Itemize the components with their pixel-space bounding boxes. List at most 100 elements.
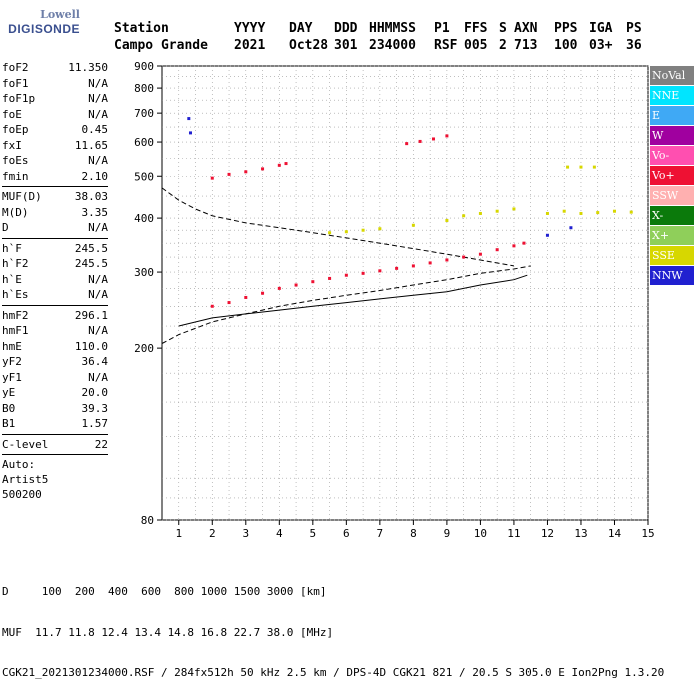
header-label-7: S (499, 21, 507, 36)
logo-line1: Lowell (40, 8, 80, 21)
header-label-1: YYYY (234, 21, 266, 36)
autoscaling-line: 500200 (2, 488, 42, 501)
param-value: 11.65 (74, 138, 108, 152)
echo-point (566, 165, 570, 169)
profile-line-1 (161, 265, 531, 344)
header-label-10: IGA (589, 21, 613, 36)
footer-file-info: CGK21_2021301234000.RSF / 284fx512h 50 k… (2, 666, 665, 679)
param-value: 110.0 (74, 339, 108, 353)
param-value: N/A (88, 370, 108, 384)
param-key: yF1 (2, 370, 22, 384)
autoscaling-line: Artist5 (2, 473, 49, 486)
profile-line-0 (161, 187, 514, 267)
header-label-0: Station (114, 21, 169, 36)
param-clevel: C-level 22 (2, 437, 108, 453)
echo-point (418, 139, 422, 143)
param-foep: foEp 0.45 (2, 122, 108, 138)
param-value: N/A (88, 288, 108, 301)
echo-point (428, 261, 432, 265)
digisonde-logo: Lowell DIGISONDE (8, 8, 80, 42)
scaled-parameters-panel: foF2 11.350 foF1 N/A foF1p N/A foE N/A foEp 0.45 f… (2, 60, 108, 502)
param-key: foEp (2, 123, 29, 136)
param-key: B0 (2, 401, 16, 415)
polarization-legend: NoVal NNE E W Vo- Vo+ SSW X- X+ SSE NNW (650, 66, 694, 286)
param-value: 296.1 (74, 308, 108, 322)
echo-point (344, 230, 348, 234)
echo-point (445, 218, 449, 222)
header-value-11: 36 (626, 38, 642, 53)
echo-point (277, 286, 281, 290)
legend-xplus: X+ (650, 226, 694, 245)
param-key: yE (2, 386, 16, 399)
param-key: hmE (2, 339, 22, 353)
profile-line-2 (178, 274, 528, 327)
param-value: 38.03 (74, 190, 108, 203)
param-key: C-level (2, 437, 49, 451)
legend-ssw: SSW (650, 186, 694, 205)
param-value: 39.3 (81, 401, 109, 415)
param-hmf2: hmF2 296.1 (2, 308, 108, 324)
header-label-4: HHMMSS (369, 21, 416, 36)
x-tick-label: 4 (276, 527, 283, 540)
header-value-4: 234000 (369, 38, 416, 53)
param-fmin: fmin 2.10 (2, 169, 108, 185)
header-value-1: 2021 (234, 38, 266, 53)
legend-xminus: X- (650, 206, 694, 225)
echo-point (579, 211, 583, 215)
echo-point (187, 117, 191, 121)
header-label-3: DDD (334, 21, 358, 36)
legend-noval: NoVal (650, 66, 694, 85)
param-key: h`E (2, 272, 22, 286)
autoscaling-line: Auto: (2, 458, 36, 471)
param-fof1: foF1 N/A (2, 76, 108, 92)
echo-point (344, 273, 348, 277)
param-hmf1: hmF1 N/A (2, 323, 108, 339)
echo-point (522, 241, 526, 245)
param-value: 22 (94, 437, 108, 451)
param-key: foE (2, 107, 22, 121)
echo-point (405, 142, 409, 146)
echo-point (378, 227, 382, 231)
param-yf2: yF2 36.4 (2, 354, 108, 370)
echo-point (431, 137, 435, 141)
param-value: 245.5 (74, 241, 108, 255)
y-tick-label: 500 (134, 170, 154, 183)
param-value: 1.57 (81, 417, 109, 430)
param-md: M(D) 3.35 (2, 205, 108, 221)
legend-nnw: NNW (650, 266, 694, 285)
param-b1: B1 1.57 (2, 416, 108, 432)
echo-point (328, 276, 332, 280)
header-value-9: 100 (554, 38, 578, 53)
legend-sse: SSE (650, 246, 694, 265)
footer-muf-row: MUF 11.7 11.8 12.4 13.4 14.8 16.8 22.7 3… (2, 625, 334, 639)
y-tick-label: 200 (134, 342, 154, 355)
param-hf: h`F 245.5 (2, 241, 108, 257)
x-tick-label: 7 (377, 527, 384, 540)
echo-point (328, 231, 332, 235)
header-value-3: 301 (334, 38, 358, 53)
param-value: N/A (88, 221, 108, 234)
param-d: D N/A (2, 220, 108, 236)
echo-point (361, 271, 365, 275)
echo-point (612, 209, 616, 213)
param-value: N/A (88, 76, 108, 90)
param-hme: hmE 110.0 (2, 339, 108, 355)
separator-line (2, 237, 108, 239)
x-tick-label: 11 (507, 527, 520, 540)
param-ye: yE 20.0 (2, 385, 108, 401)
x-tick-label: 9 (444, 527, 451, 540)
echo-point (284, 162, 288, 166)
echo-point (294, 283, 298, 287)
echo-point (411, 264, 415, 268)
param-b0: B0 39.3 (2, 401, 108, 417)
param-key: fxI (2, 138, 22, 152)
param-key: h`F (2, 241, 22, 255)
echo-point (596, 211, 600, 215)
param-value: N/A (88, 324, 108, 337)
header-value-10: 03+ (589, 38, 613, 53)
y-tick-label: 600 (134, 136, 154, 149)
echo-point (411, 223, 415, 227)
param-value: N/A (88, 92, 108, 105)
echo-point (261, 167, 265, 171)
echo-point (478, 252, 482, 256)
